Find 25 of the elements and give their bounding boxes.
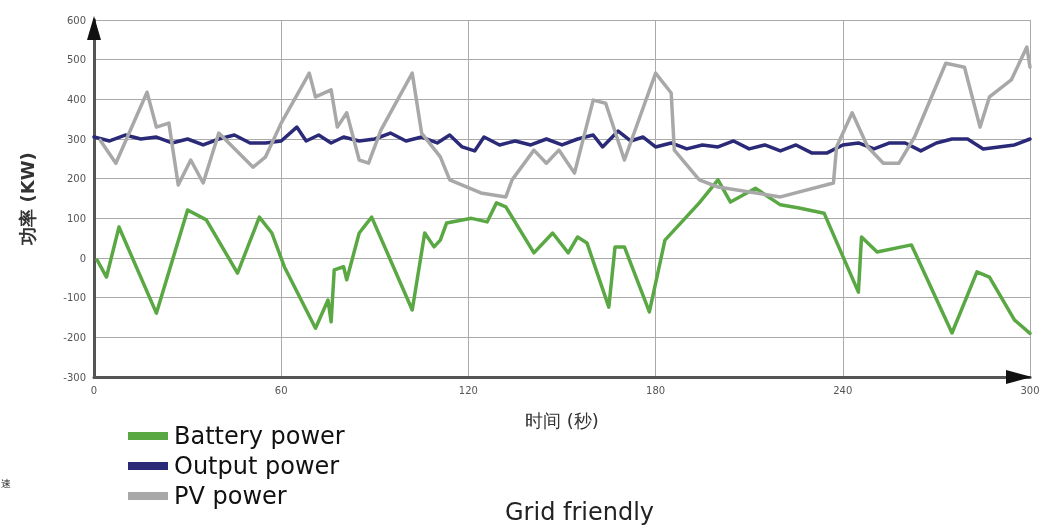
y-tick-label: 200	[66, 173, 86, 185]
legend-label: Output power	[174, 452, 340, 480]
x-axis-title: 时间 (秒)	[525, 409, 599, 431]
x-tick-label: 180	[646, 384, 666, 396]
text: 速	[1, 477, 11, 489]
y-tick-label: 300	[66, 133, 86, 145]
line-series	[95, 178, 1032, 336]
line-series	[92, 125, 1032, 155]
x-tick-label: 60	[274, 384, 288, 396]
x-tick-label: 240	[833, 384, 853, 396]
y-axis-title: 功率 (KW)	[16, 152, 38, 246]
legend-label: Battery power	[174, 422, 345, 450]
legend-label: PV power	[174, 482, 287, 510]
y-tick-label: 500	[66, 54, 86, 66]
y-tick-label: -100	[63, 292, 86, 304]
x-tick-label: 300	[1020, 384, 1040, 396]
y-tick-label: 0	[79, 252, 86, 264]
y-tick-label: -300	[63, 371, 86, 383]
x-tick-label: 0	[90, 384, 98, 396]
y-tick-label: 100	[66, 212, 86, 224]
x-tick-label: 120	[458, 384, 478, 396]
y-tick-label: -200	[63, 331, 86, 343]
y-tick-label: 600	[66, 14, 86, 26]
text: Grid friendly	[505, 498, 655, 526]
y-tick-label: 400	[66, 93, 86, 105]
